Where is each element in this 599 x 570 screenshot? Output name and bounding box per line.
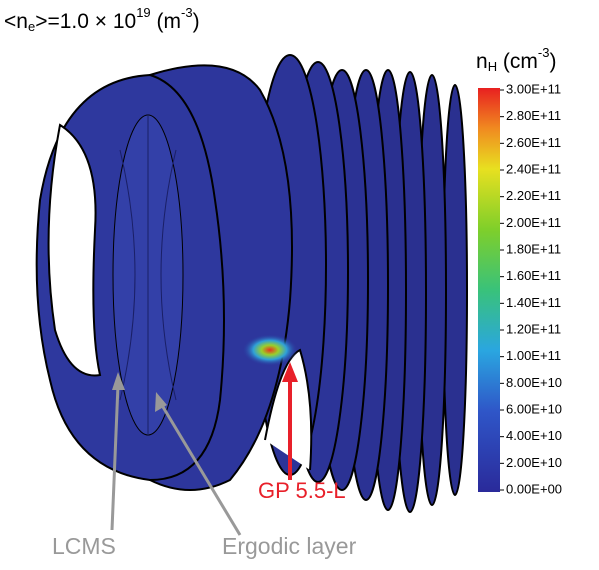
colorbar-label-part: ) bbox=[549, 50, 556, 73]
colorbar-tick-label: 1.40E+11 bbox=[506, 295, 561, 310]
lcms-label: LCMS bbox=[52, 533, 116, 559]
colorbar-label-part: H bbox=[488, 59, 497, 74]
colorbar-ticks: 3.00E+11 2.80E+11 2.60E+11 2.40E+11 2.20E+11… bbox=[500, 81, 562, 496]
title: <ne>=1.0 × 1019 (m-3) bbox=[4, 5, 200, 34]
title-part: e bbox=[28, 19, 35, 34]
colorbar-label-part: (cm bbox=[497, 50, 538, 73]
colorbar-tick-label: 3.00E+11 bbox=[506, 81, 561, 96]
colorbar-label: nH (cm-3) bbox=[476, 45, 556, 74]
colorbar-tick-label: 4.00E+10 bbox=[506, 428, 562, 443]
title-part: -3 bbox=[181, 5, 193, 20]
colorbar-tick-label: 2.40E+11 bbox=[506, 161, 561, 176]
colorbar-tick-label: 2.60E+11 bbox=[506, 135, 561, 150]
plasma-rendering bbox=[35, 54, 468, 513]
colorbar-tick-label: 2.80E+11 bbox=[506, 108, 561, 123]
title-part: <n bbox=[4, 10, 28, 33]
title-part: 19 bbox=[136, 5, 150, 20]
colorbar-label-part: n bbox=[476, 50, 488, 73]
colorbar-tick-label: 2.20E+11 bbox=[506, 188, 561, 203]
annotation-arrows bbox=[110, 362, 298, 536]
colorbar-tick-label: 2.00E+10 bbox=[506, 455, 562, 470]
ergodic-label: Ergodic layer bbox=[222, 533, 357, 559]
colorbar-tick-label: 8.00E+10 bbox=[506, 375, 562, 390]
colorbar-label-part: -3 bbox=[538, 45, 550, 60]
colorbar-tick-label: 1.60E+11 bbox=[506, 268, 561, 283]
colorbar-tick-label: 1.80E+11 bbox=[506, 241, 561, 256]
colorbar-tick-label: 1.20E+11 bbox=[506, 321, 561, 336]
title-part: >=1.0 × 10 bbox=[35, 10, 136, 33]
colorbar-tick-label: 6.00E+10 bbox=[506, 401, 562, 416]
title-part: ) bbox=[193, 10, 200, 33]
title-part: (m bbox=[151, 10, 181, 33]
colorbar-tick-label: 2.00E+11 bbox=[506, 215, 561, 230]
port-label: GP 5.5-L bbox=[258, 478, 346, 503]
colorbar-tick-label: 0.00E+00 bbox=[506, 481, 562, 496]
colorbar bbox=[478, 88, 500, 492]
colorbar-tick-label: 1.00E+11 bbox=[506, 348, 561, 363]
